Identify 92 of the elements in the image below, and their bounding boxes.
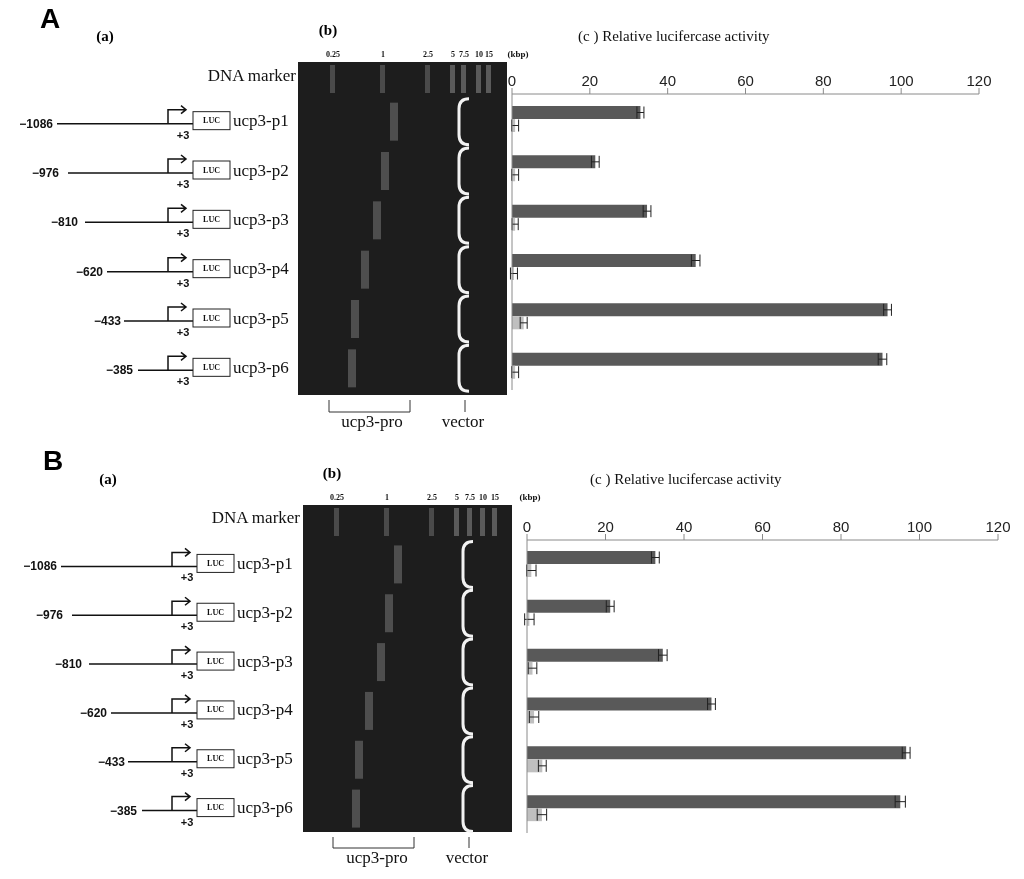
- x-tick-label: 40: [675, 518, 693, 535]
- text: 5: [455, 492, 459, 502]
- text: +3: [176, 227, 190, 240]
- x-tick-label: 60: [754, 518, 771, 535]
- text: LUC: [203, 362, 221, 372]
- text: LUC: [207, 607, 225, 617]
- text: 10: [475, 49, 483, 59]
- text: 2.5: [427, 492, 437, 502]
- text: vector: [445, 847, 489, 867]
- text: LUC: [207, 803, 225, 813]
- text: +3: [176, 326, 190, 338]
- text: ucp3-p1: [237, 553, 293, 573]
- text: ucp3-p3: [233, 209, 289, 229]
- text: +3: [176, 178, 190, 190]
- text: LUC: [203, 264, 221, 274]
- text: +3: [180, 717, 194, 730]
- text: ucp3-p4: [237, 700, 294, 720]
- text: ucp3-p3: [237, 651, 293, 671]
- text: 7.5: [459, 49, 469, 59]
- text: +3: [180, 620, 194, 633]
- text: (a): [99, 471, 117, 488]
- text: 15: [485, 49, 493, 59]
- text: 1: [381, 49, 385, 59]
- x-tick-label: 120: [966, 72, 992, 89]
- text: (kbp): [507, 49, 529, 59]
- text: vector: [441, 411, 485, 431]
- text: B: [42, 444, 64, 476]
- text: DNA marker: [211, 507, 301, 527]
- chart-title: (c ) Relative lucifercase activity: [590, 471, 783, 488]
- text: 0.25: [330, 492, 344, 502]
- text: 5: [451, 49, 455, 59]
- text: +3: [180, 815, 194, 828]
- text: LUC: [207, 656, 225, 666]
- text: A: [39, 2, 61, 34]
- text: LUC: [207, 558, 225, 568]
- x-tick-label: 120: [985, 518, 1011, 535]
- text: LUC: [207, 754, 225, 764]
- text: DNA marker: [207, 65, 297, 85]
- text: 7.5: [465, 492, 475, 502]
- x-tick-label: 40: [659, 72, 677, 89]
- text: +3: [180, 766, 194, 779]
- x-tick-label: 80: [814, 72, 832, 89]
- text: +3: [176, 128, 190, 141]
- text: ucp3-pro: [346, 847, 408, 867]
- x-tick-label: 80: [832, 518, 850, 535]
- text: −810: [54, 657, 83, 672]
- text: LUC: [203, 165, 221, 175]
- text: ucp3-p6: [237, 798, 293, 818]
- text: 10: [479, 492, 487, 502]
- text: LUC: [207, 705, 225, 715]
- text: −1086: [19, 116, 54, 131]
- text: (a): [96, 28, 114, 45]
- x-tick-label: 60: [737, 72, 754, 89]
- text: 1: [385, 492, 389, 502]
- text: ucp3-p5: [233, 308, 289, 328]
- text: 2.5: [423, 49, 433, 59]
- text: +3: [176, 375, 190, 388]
- chart-title: (c ) Relative lucifercase activity: [578, 28, 771, 45]
- text: ucp3-pro: [341, 411, 403, 431]
- text: −976: [35, 608, 64, 623]
- text: −976: [31, 166, 60, 180]
- text: −1086: [23, 559, 58, 574]
- text: ucp3-p1: [233, 111, 289, 131]
- text: 15: [491, 492, 499, 502]
- x-tick-label: 0: [507, 72, 517, 89]
- x-tick-label: 20: [597, 518, 614, 535]
- text: ucp3-p2: [233, 160, 289, 180]
- text: ucp3-p6: [233, 357, 289, 377]
- text: ucp3-p5: [237, 749, 293, 769]
- x-tick-label: 100: [888, 72, 914, 89]
- text: +3: [180, 571, 194, 584]
- text: −620: [75, 264, 104, 279]
- text: LUC: [203, 214, 221, 224]
- text: −433: [97, 754, 126, 769]
- text: (b): [318, 22, 338, 39]
- x-tick-label: 0: [522, 518, 532, 535]
- text: +3: [180, 669, 194, 682]
- x-tick-label: 100: [906, 518, 933, 535]
- text: −620: [79, 705, 108, 720]
- text: −810: [50, 215, 79, 230]
- text: −385: [109, 803, 138, 818]
- text: +3: [176, 276, 190, 289]
- text: LUC: [203, 116, 221, 126]
- text: −433: [93, 314, 122, 328]
- text: LUC: [203, 313, 221, 323]
- text: (b): [322, 465, 342, 482]
- text: ucp3-p2: [237, 602, 293, 622]
- text: (kbp): [519, 492, 541, 502]
- text: ucp3-p4: [233, 259, 290, 279]
- text: 0.25: [326, 49, 340, 59]
- x-tick-label: 20: [581, 72, 599, 89]
- text: −385: [105, 363, 134, 378]
